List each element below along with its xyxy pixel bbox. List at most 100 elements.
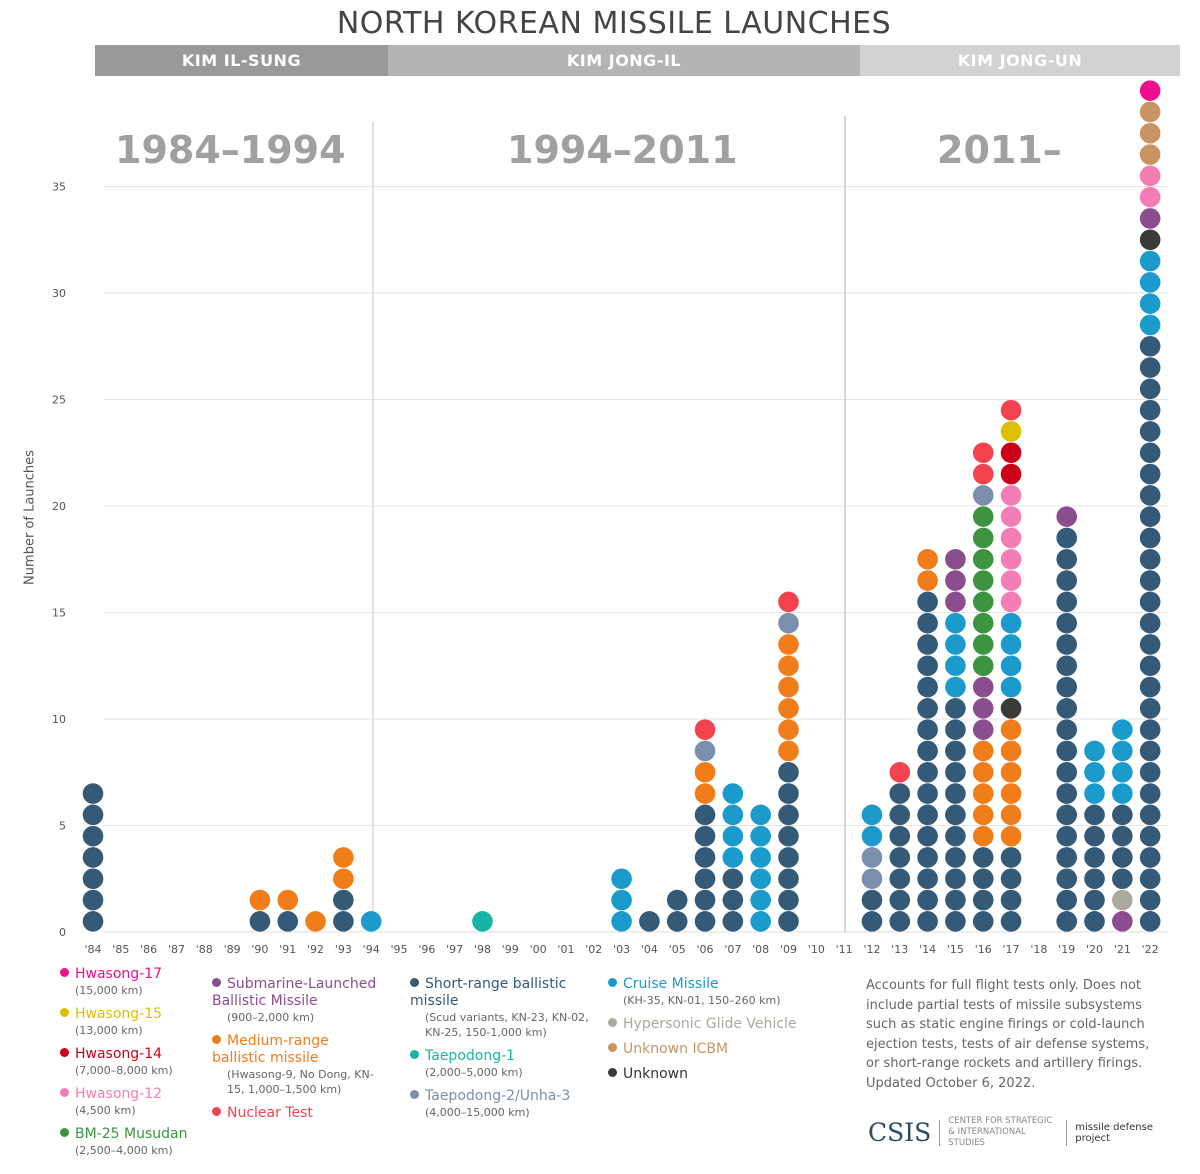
launch-dot-srbm — [722, 889, 744, 911]
launch-dot-cruise — [861, 804, 883, 826]
launch-dot-srbm — [82, 825, 104, 847]
launch-dot-srbm — [1139, 421, 1161, 442]
launch-dot-slbm — [945, 570, 966, 591]
launch-dot-mrbm — [972, 783, 994, 804]
launch-dot-srbm — [1139, 548, 1161, 570]
x-tick-label: '91 — [279, 943, 296, 956]
launch-dot-cruise — [1084, 740, 1105, 762]
launch-dot-srbm — [889, 847, 911, 868]
launch-dot-cruise — [750, 804, 771, 826]
x-tick-label: '00 — [530, 943, 547, 956]
launch-dot-srbm — [778, 761, 799, 783]
legend-item-nuclear: Nuclear Test — [212, 1105, 382, 1122]
launch-dot-srbm — [1139, 357, 1161, 378]
legend-label: Cruise Missile — [608, 976, 808, 993]
legend-range: (4,000–15,000 km) — [425, 1106, 530, 1119]
launch-dot-srbm — [277, 911, 299, 932]
launch-dot-mrbm — [778, 740, 799, 762]
legend-range: (7,000–8,000 km) — [75, 1064, 173, 1077]
legend-label: Nuclear Test — [212, 1105, 382, 1122]
x-tick-label: '85 — [112, 943, 129, 956]
launch-dot-srbm — [694, 825, 716, 847]
legend-label: Taepodong-1 — [410, 1048, 595, 1065]
csis-logo: CSIS CENTER FOR STRATEGIC & INTERNATIONA… — [868, 1116, 1155, 1149]
launch-dot-srbm — [917, 591, 938, 613]
era-bar-kim-il-sung: KIM IL-SUNG — [95, 45, 388, 76]
launch-dot-icbm — [1139, 101, 1161, 123]
legend-swatch — [60, 1128, 69, 1137]
legend-item-hs14: Hwasong-14 (7,000–8,000 km) — [60, 1046, 187, 1078]
legend-label: BM-25 Musudan — [60, 1126, 187, 1143]
legend-item-hgv: Hypersonic Glide Vehicle — [608, 1016, 808, 1033]
logo-divider — [939, 1119, 941, 1146]
launch-dot-mrbm — [1000, 783, 1022, 804]
launch-dot-srbm — [694, 889, 716, 911]
launch-dot-srbm — [1139, 570, 1161, 591]
launch-dot-srbm — [722, 911, 744, 932]
launch-dot-srbm — [1056, 783, 1077, 804]
launch-dot-srbm — [917, 889, 938, 911]
launch-dot-srbm — [945, 698, 966, 719]
launch-dot-srbm — [917, 719, 938, 740]
x-tick-label: '98 — [474, 943, 491, 956]
legend-label: Hwasong-12 — [60, 1086, 187, 1103]
launch-dot-cruise — [722, 847, 744, 868]
era-bar-kim-jong-un: KIM JONG-UN — [860, 45, 1180, 76]
launch-dot-srbm — [917, 825, 938, 847]
legend-col-3: Short-range ballistic missile (Scud varia… — [410, 976, 595, 1128]
legend-col-2: Submarine-Launched Ballistic Missile (900… — [212, 976, 382, 1130]
x-tick-label: '09 — [780, 943, 797, 956]
legend-item-hs12: Hwasong-12 (4,500 km) — [60, 1086, 187, 1118]
legend-label: Hwasong-17 — [60, 966, 187, 983]
launch-dot-cruise — [1000, 612, 1022, 634]
launch-dot-srbm — [1056, 634, 1077, 655]
launch-dot-srbm — [917, 634, 938, 655]
launch-dot-srbm — [1112, 825, 1133, 847]
launch-dot-srbm — [82, 783, 104, 804]
launch-dot-cruise — [1112, 719, 1133, 740]
y-tick-label: 15 — [52, 607, 66, 620]
legend-col-4: Cruise Missile (KH-35, KN-01, 150–260 km)… — [608, 976, 808, 1091]
launch-dot-musudan — [972, 548, 994, 570]
launch-dot-srbm — [917, 868, 938, 890]
launch-dot-musudan — [972, 591, 994, 613]
legend-item-musudan: BM-25 Musudan (2,500–4,000 km) — [60, 1126, 187, 1158]
launch-dot-nuclear — [694, 719, 716, 740]
launch-dot-srbm — [1139, 463, 1161, 485]
launch-dot-srbm — [1139, 740, 1161, 762]
legend-range: (13,000 km) — [75, 1024, 143, 1037]
launch-dot-cruise — [722, 804, 744, 826]
launch-dot-slbm — [1139, 208, 1161, 229]
launch-dot-srbm — [1139, 911, 1161, 932]
launch-dot-slbm — [972, 698, 994, 719]
launch-dot-cruise — [1084, 783, 1105, 804]
y-tick-label: 5 — [59, 820, 66, 833]
launch-dot-cruise — [722, 825, 744, 847]
launch-dot-cruise — [722, 783, 744, 804]
legend-item-icbm: Unknown ICBM — [608, 1041, 808, 1058]
launch-dot-cruise — [1139, 293, 1161, 314]
launch-dot-mrbm — [972, 761, 994, 783]
launch-dot-srbm — [1000, 911, 1022, 932]
legend-label: Medium-range ballistic missile — [212, 1033, 329, 1066]
legend-swatch — [60, 1008, 69, 1017]
launch-dot-srbm — [861, 911, 883, 932]
launch-dot-cruise — [945, 655, 966, 677]
y-tick-label: 25 — [52, 394, 66, 407]
launch-dot-cruise — [945, 612, 966, 634]
launch-dot-mrbm — [778, 698, 799, 719]
launch-dot-srbm — [666, 911, 688, 932]
x-tick-label: '02 — [585, 943, 602, 956]
launch-dot-srbm — [1056, 676, 1077, 698]
launch-dot-cruise — [1139, 272, 1161, 293]
legend-range: (2,000–5,000 km) — [425, 1066, 523, 1079]
x-tick-label: '93 — [335, 943, 352, 956]
launch-dot-cruise — [945, 676, 966, 698]
launch-dot-srbm — [917, 847, 938, 868]
x-tick-label: '89 — [224, 943, 241, 956]
legend-range: (Hwasong-9, No Dong, KN-15, 1,000–1,500 … — [227, 1068, 374, 1096]
legend-label: Unknown ICBM — [608, 1041, 808, 1058]
launch-dot-mrbm — [778, 676, 799, 698]
launch-dot-td2 — [972, 485, 994, 506]
launch-dot-mrbm — [917, 570, 938, 591]
